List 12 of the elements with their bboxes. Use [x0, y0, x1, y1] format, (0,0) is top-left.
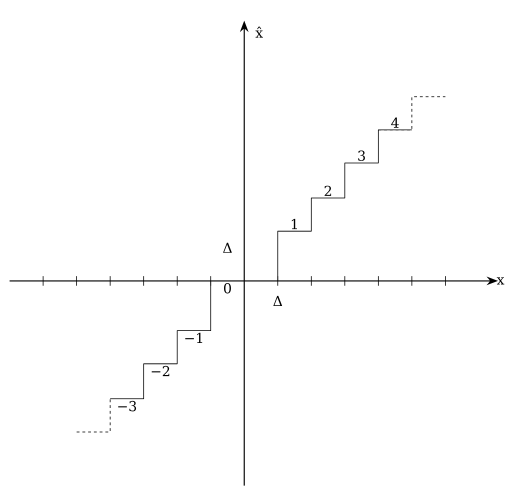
annotation: Δ [273, 296, 282, 306]
annotation: 4 [391, 117, 399, 128]
x-axis-title: x [496, 277, 504, 284]
annotation: −1 [185, 332, 202, 343]
annotation: −3 [118, 400, 136, 412]
annotation: 0 [224, 282, 231, 294]
annotation: 3 [358, 150, 365, 161]
annotation: −2 [152, 366, 170, 376]
annotation: 1 [292, 218, 297, 230]
annotation: 2 [324, 186, 332, 196]
annotation: Δ [223, 242, 232, 253]
y-axis-title: x̂ [255, 26, 263, 38]
